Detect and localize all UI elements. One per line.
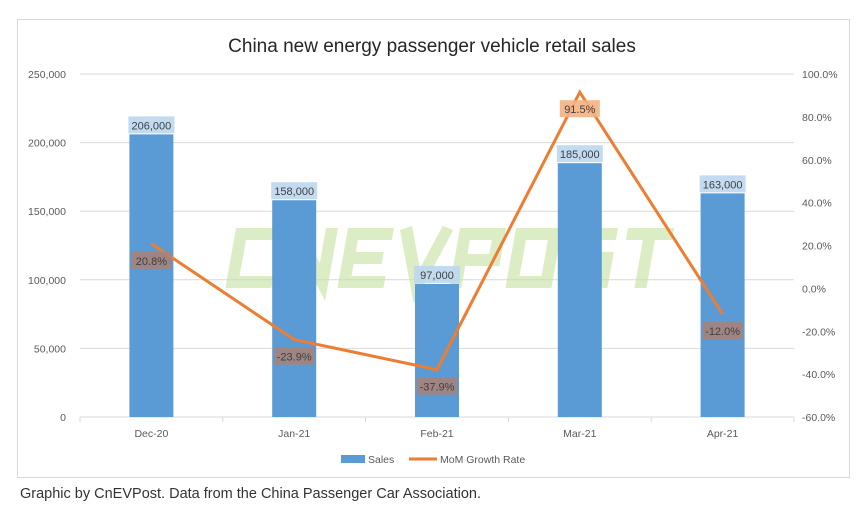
growth-label-bg	[274, 347, 315, 365]
right-tick-label: 80.0%	[802, 112, 832, 124]
sales-bar	[700, 193, 745, 417]
right-tick-label: 100.0%	[802, 69, 838, 81]
right-tick-label: -40.0%	[802, 369, 835, 381]
sales-data-label: 185,000	[560, 149, 600, 161]
sales-bar	[272, 200, 317, 417]
legend-sales-swatch	[341, 455, 365, 463]
growth-label-bg	[702, 322, 743, 340]
growth-label-bg	[131, 251, 172, 269]
watermark-letter	[225, 228, 282, 288]
right-tick-label: 20.0%	[802, 241, 832, 253]
sales-label-bg	[699, 175, 746, 193]
watermark-letter	[449, 228, 506, 288]
sales-data-label: 206,000	[132, 120, 172, 132]
category-label: Jan-21	[278, 428, 310, 440]
left-tick-label: 0	[60, 412, 66, 424]
sales-label-bg	[414, 265, 460, 283]
legend-growth-label: MoM Growth Rate	[440, 454, 525, 466]
category-label: Dec-20	[134, 428, 168, 440]
left-tick-label: 200,000	[28, 138, 66, 150]
sales-label-bg	[271, 182, 318, 200]
watermark-letter	[337, 228, 394, 288]
left-tick-label: 150,000	[28, 206, 66, 218]
growth-line	[150, 89, 724, 372]
growth-label-bg	[559, 100, 600, 118]
sales-label-bg	[556, 145, 603, 163]
right-tick-label: -20.0%	[802, 326, 835, 338]
right-tick-label: 0.0%	[802, 283, 826, 295]
sales-bar	[415, 283, 459, 417]
right-tick-label: 40.0%	[802, 198, 832, 210]
sales-bar	[557, 163, 602, 417]
legend-sales-label: Sales	[368, 454, 394, 466]
chart-frame	[17, 19, 850, 478]
category-label: Mar-21	[563, 428, 596, 440]
growth-data-label: -23.9%	[277, 352, 312, 364]
category-label: Feb-21	[420, 428, 453, 440]
growth-data-label: 20.8%	[136, 256, 167, 268]
footer-caption: Graphic by CnEVPost. Data from the China…	[20, 486, 481, 502]
growth-data-label: 91.5%	[564, 104, 595, 116]
right-tick-label: 60.0%	[802, 155, 832, 167]
sales-data-label: 158,000	[274, 186, 314, 198]
sales-label-bg	[128, 116, 175, 134]
left-tick-label: 250,000	[28, 69, 66, 81]
sales-bar	[129, 134, 174, 418]
growth-data-label: -37.9%	[420, 382, 455, 394]
left-tick-label: 50,000	[34, 343, 66, 355]
sales-data-label: 163,000	[703, 179, 743, 191]
watermark-letter	[505, 228, 562, 288]
left-tick-label: 100,000	[28, 275, 66, 287]
growth-data-label: -12.0%	[705, 326, 740, 338]
watermark-letter	[625, 228, 674, 288]
sales-data-label: 97,000	[420, 270, 454, 282]
chart-title: China new energy passenger vehicle retai…	[228, 36, 636, 57]
growth-label-bg	[417, 377, 457, 395]
right-tick-label: -60.0%	[802, 412, 835, 424]
category-label: Apr-21	[707, 428, 739, 440]
